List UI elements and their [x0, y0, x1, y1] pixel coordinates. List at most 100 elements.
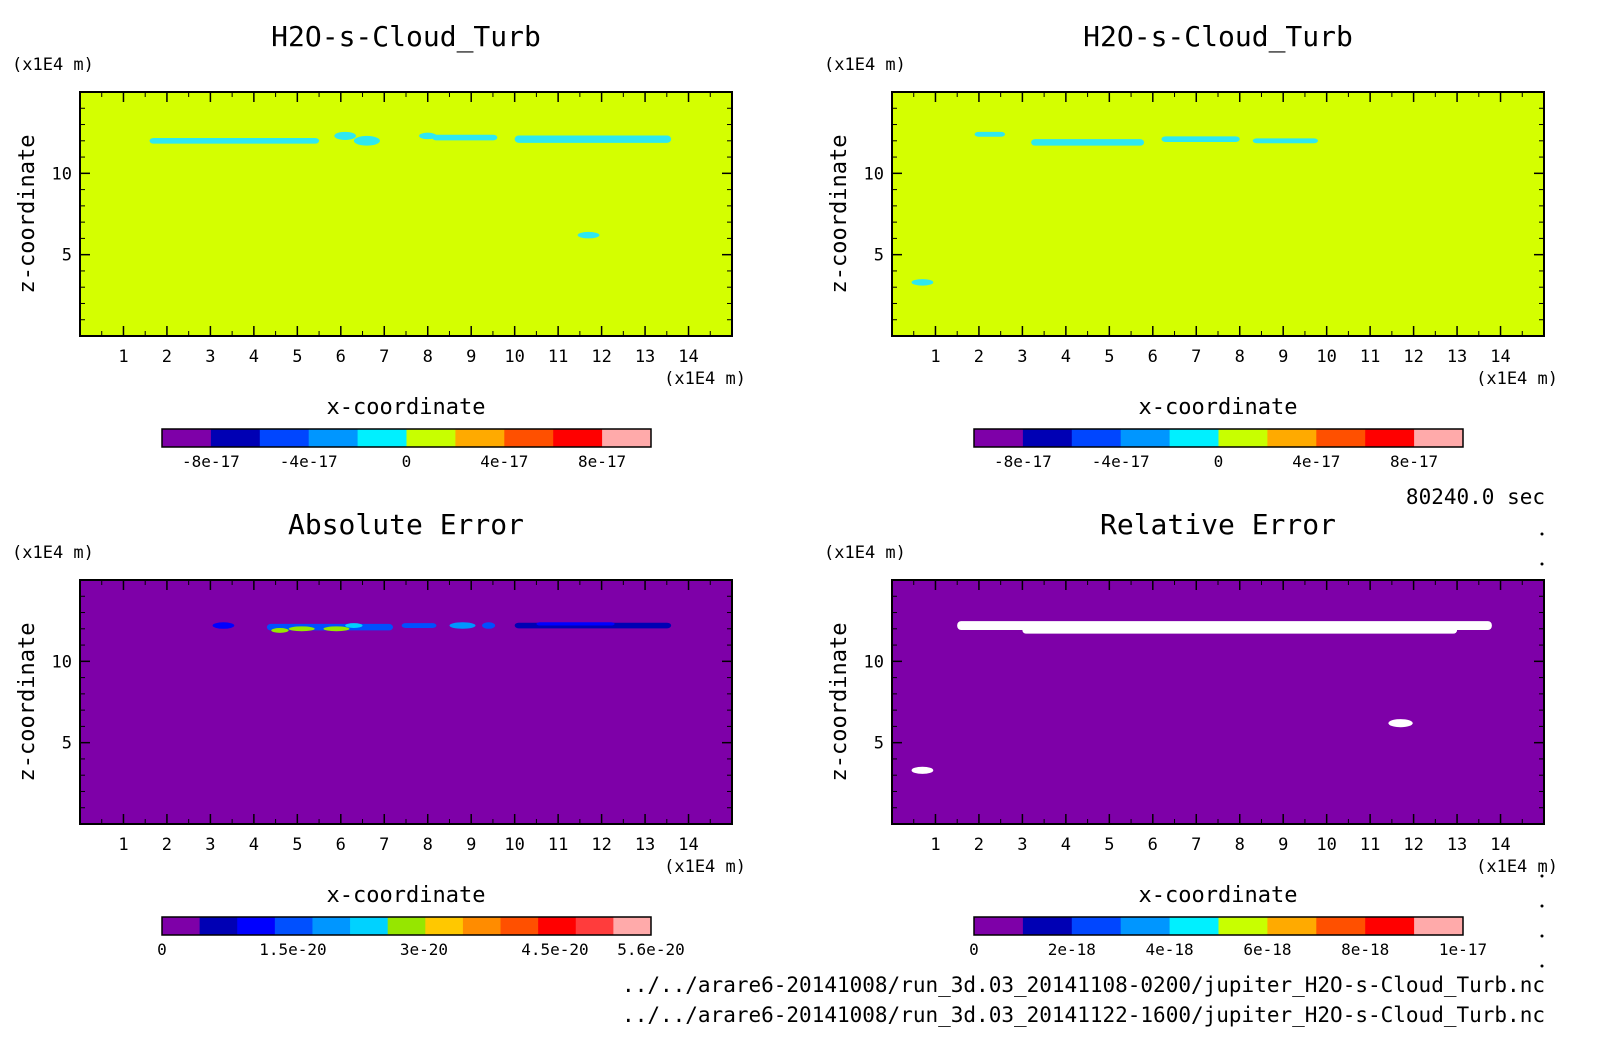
x-tick-label: 3 — [205, 347, 215, 367]
plot-background — [892, 580, 1544, 824]
colorbar-swatch — [602, 429, 652, 447]
colorbar-tick-label: 0 — [969, 940, 979, 959]
y-unit-label: (x1E4 m) — [12, 543, 94, 563]
x-tick-label: 7 — [379, 347, 389, 367]
x-tick-label: 14 — [1490, 347, 1510, 367]
chart-panel-4: Relative Error(x1E4 m)1 2 3 4 5 6 7 8 9 10 11 12 13 1… — [824, 508, 1558, 959]
colorbar-swatch — [406, 429, 456, 447]
y-axis-label: z-coordinate — [15, 623, 40, 782]
contour-band-11 — [536, 622, 615, 626]
time-label: 80240.0 sec — [1406, 485, 1545, 509]
x-tick-label: 4 — [249, 835, 259, 855]
contour-features — [212, 622, 672, 633]
x-tick-label: 6 — [336, 347, 346, 367]
x-axis-label: x-coordinate — [327, 883, 486, 908]
colorbar-swatch — [199, 917, 238, 935]
y-unit-label: (x1E4 m) — [824, 543, 906, 563]
x-axis-label: x-coordinate — [1139, 883, 1298, 908]
x-tick-label: 13 — [1447, 835, 1467, 855]
contour-blob-7 — [577, 231, 600, 239]
contour-band-3 — [1161, 136, 1240, 143]
colorbar-swatch — [308, 429, 359, 447]
y-tick-label: 10 — [52, 652, 72, 672]
x-tick-label: 6 — [1148, 347, 1158, 367]
x-tick-label: 10 — [504, 347, 524, 367]
colorbar-tick-label: 8e-17 — [578, 452, 626, 471]
x-axis-label: x-coordinate — [1139, 395, 1298, 420]
y-axis-label: z-coordinate — [15, 135, 40, 294]
colorbar: 0 1.5e-20 3e-20 4.5e-20 5.6e-20 — [157, 916, 685, 959]
x-tick-label: 3 — [1017, 347, 1027, 367]
colorbar-swatch — [553, 429, 603, 447]
x-tick-label: 13 — [1447, 347, 1467, 367]
x-tick-label: 2 — [162, 835, 172, 855]
x-tick-label: 4 — [1061, 835, 1071, 855]
x-unit-label: (x1E4 m) — [1476, 857, 1558, 877]
chart-panel-1: H2O-s-Cloud_Turb(x1E4 m)1 2 3 4 5 6 7 8 9 10 11 12 1… — [12, 20, 746, 471]
y-tick-label: 10 — [864, 652, 884, 672]
x-tick-label: 2 — [162, 347, 172, 367]
colorbar-swatch — [1169, 917, 1219, 935]
y-axis-label: z-coordinate — [827, 135, 852, 294]
contour-features — [911, 131, 1318, 286]
contour-band-2 — [1022, 627, 1458, 634]
x-tick-label: 12 — [591, 835, 611, 855]
colorbar-swatch — [575, 917, 614, 935]
chart-title: H2O-s-Cloud_Turb — [271, 20, 541, 54]
colorbar-swatch — [974, 917, 1024, 935]
colorbar-swatch — [1218, 917, 1268, 935]
colorbar-swatch — [1267, 917, 1317, 935]
y-unit-label: (x1E4 m) — [12, 55, 94, 75]
colorbar-swatch — [500, 917, 539, 935]
x-tick-label: 11 — [1360, 835, 1380, 855]
chart-title: Absolute Error — [288, 508, 524, 541]
x-tick-label: 12 — [1403, 835, 1423, 855]
colorbar-swatch — [162, 429, 212, 447]
chart-title: H2O-s-Cloud_Turb — [1083, 20, 1353, 54]
y-unit-label: (x1E4 m) — [824, 55, 906, 75]
colorbar-frame — [973, 916, 1464, 936]
x-tick-label: 7 — [1191, 347, 1201, 367]
colorbar-swatch — [1120, 429, 1171, 447]
x-tick-label: 12 — [591, 347, 611, 367]
x-unit-label: (x1E4 m) — [1476, 369, 1558, 389]
colorbar-swatch — [1365, 917, 1415, 935]
colorbar-swatch — [274, 917, 313, 935]
colorbar-swatch — [1218, 429, 1268, 447]
colorbar-swatch — [1169, 429, 1219, 447]
x-tick-label: 1 — [930, 347, 940, 367]
colorbar-swatch — [162, 917, 201, 935]
y-axis-label: z-coordinate — [827, 623, 852, 782]
contour-blob-2 — [334, 131, 357, 140]
x-unit-label: (x1E4 m) — [664, 857, 746, 877]
file-path-2: ../../arare6-20141008/run_3d.03_20141122… — [622, 1003, 1545, 1027]
contour-features — [149, 131, 672, 239]
x-tick-label: 9 — [1278, 835, 1288, 855]
colorbar-tick-label: 1e-17 — [1439, 940, 1487, 959]
colorbar-swatch — [312, 917, 351, 935]
plot-background — [892, 92, 1544, 336]
contour-band-5 — [432, 134, 498, 141]
x-tick-label: 2 — [974, 835, 984, 855]
panels: H2O-s-Cloud_Turb(x1E4 m)1 2 3 4 5 6 7 8 9 10 11 12 1… — [12, 20, 1558, 959]
colorbar-swatch — [425, 917, 464, 935]
colorbar-tick-label: 1.5e-20 — [259, 940, 326, 959]
file-path-1: ../../arare6-20141008/run_3d.03_20141108… — [622, 973, 1545, 997]
contour-blob-3 — [1388, 719, 1413, 728]
x-tick-label: 14 — [1490, 835, 1510, 855]
colorbar-swatch — [350, 917, 389, 935]
contour-band-6 — [514, 135, 672, 143]
x-tick-label: 5 — [1104, 835, 1114, 855]
colorbar-tick-label: 3e-20 — [400, 940, 448, 959]
x-tick-label: 6 — [336, 835, 346, 855]
colorbar-swatch — [538, 917, 577, 935]
colorbar-swatch — [1120, 917, 1171, 935]
x-tick-label: 10 — [1316, 347, 1336, 367]
contour-band-7 — [401, 623, 437, 628]
colorbar-swatch — [1267, 429, 1317, 447]
plot-background — [80, 580, 732, 824]
y-tick-label: 10 — [52, 164, 72, 184]
contour-blob-5 — [323, 626, 350, 632]
colorbar-tick-label: -8e-17 — [182, 452, 240, 471]
